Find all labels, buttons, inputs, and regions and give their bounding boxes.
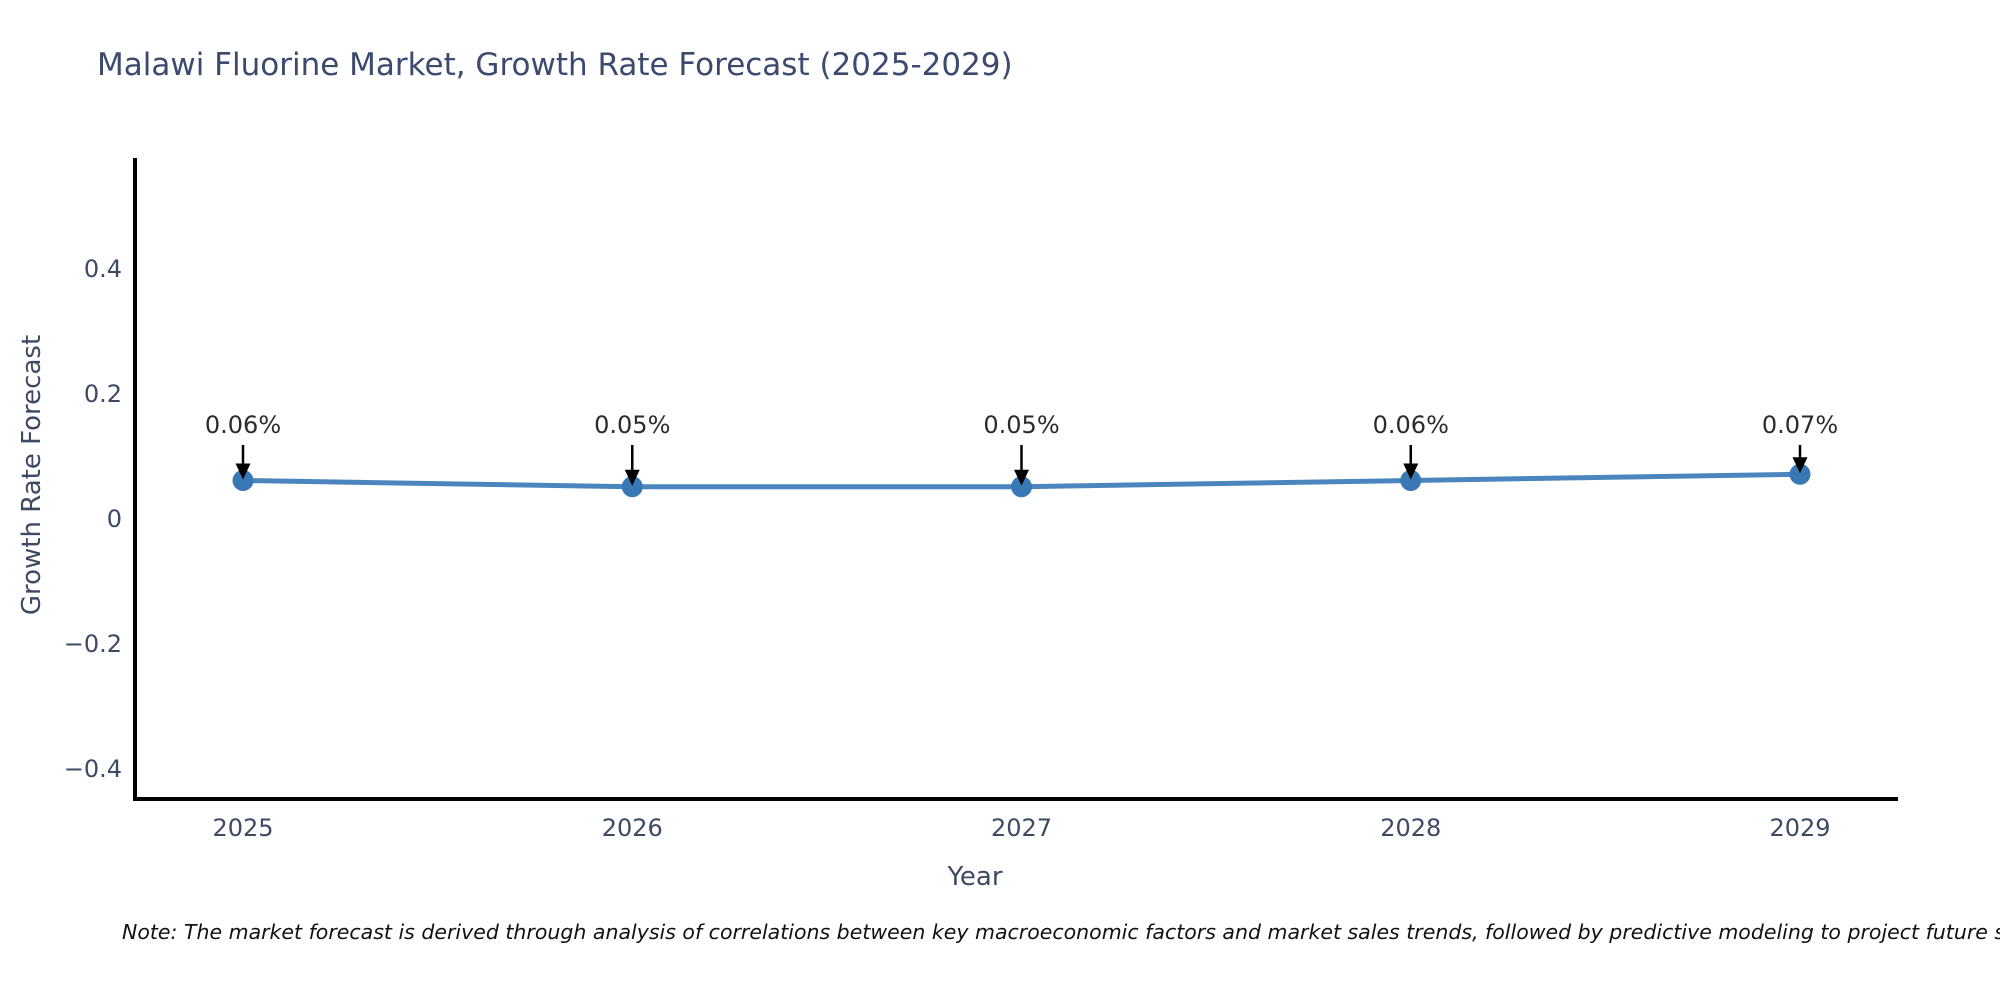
annotation-arrowhead-icon <box>235 463 251 480</box>
data-point-marker <box>1011 476 1032 498</box>
point-value-label: 0.05% <box>983 411 1059 439</box>
annotation-arrowhead-icon <box>1014 469 1029 486</box>
y-tick-label: −0.4 <box>64 755 122 783</box>
point-value-label: 0.06% <box>205 411 281 439</box>
x-tick-label: 2029 <box>1769 814 1830 842</box>
data-point-marker <box>1789 463 1811 485</box>
point-value-label: 0.05% <box>594 411 670 439</box>
annotation-arrowhead-icon <box>1403 463 1419 480</box>
point-value-label: 0.07% <box>1762 411 1838 439</box>
y-tick-label: 0 <box>107 505 122 533</box>
chart-footnote: Note: The market forecast is derived thr… <box>122 920 2000 944</box>
y-tick-label: −0.2 <box>64 630 122 658</box>
x-tick-label: 2025 <box>212 814 273 842</box>
y-tick-label: 0.4 <box>84 255 122 283</box>
x-tick-label: 2027 <box>991 814 1052 842</box>
y-tick-label: 0.2 <box>84 380 122 408</box>
annotation-arrowhead-icon <box>1792 457 1808 474</box>
chart-title: Malawi Fluorine Market, Growth Rate Fore… <box>97 47 1013 83</box>
data-point-marker <box>621 476 643 498</box>
x-tick-label: 2026 <box>602 814 663 842</box>
x-tick-label: 2028 <box>1380 814 1441 842</box>
data-point-marker <box>1400 470 1422 491</box>
x-axis-title: Year <box>947 862 1003 892</box>
data-point-marker <box>232 470 254 491</box>
point-value-label: 0.06% <box>1373 411 1449 439</box>
annotation-arrowhead-icon <box>624 469 640 486</box>
